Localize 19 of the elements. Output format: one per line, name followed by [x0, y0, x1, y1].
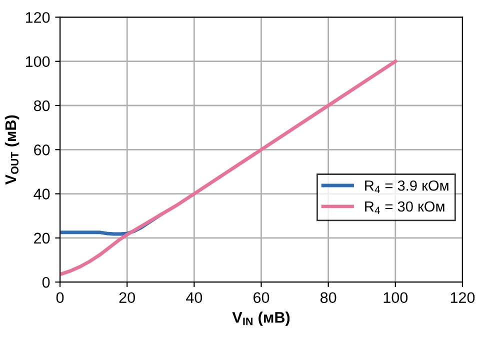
y-tick-label: 60: [34, 144, 50, 156]
y-tick-label: 0: [42, 276, 50, 288]
x-tick-label: 120: [450, 292, 475, 304]
y-tick-label: 40: [34, 188, 50, 200]
line-series: [60, 60, 398, 276]
y-tick-label: 20: [34, 232, 50, 244]
x-tick-label: 80: [320, 292, 336, 304]
y-tick-label: 120: [26, 12, 50, 23]
y-axis-title: V$_{OUT}$ (мВ): [4, 115, 20, 185]
x-tick-label: 0: [56, 292, 64, 304]
y-tick-label: 80: [34, 100, 50, 112]
x-tick-label: 20: [119, 292, 135, 304]
x-tick-label: 100: [384, 292, 408, 304]
legend-label: R$_{4}$ = 30 кОм: [365, 201, 444, 214]
x-tick-label: 60: [254, 292, 270, 304]
x-axis-title: V$_{IN}$ (мВ): [232, 312, 290, 326]
x-tick-label: 40: [186, 292, 202, 304]
legend-label: R$_{4}$ = 3.9 кОм: [365, 180, 448, 193]
y-tick-label: 100: [26, 56, 50, 68]
